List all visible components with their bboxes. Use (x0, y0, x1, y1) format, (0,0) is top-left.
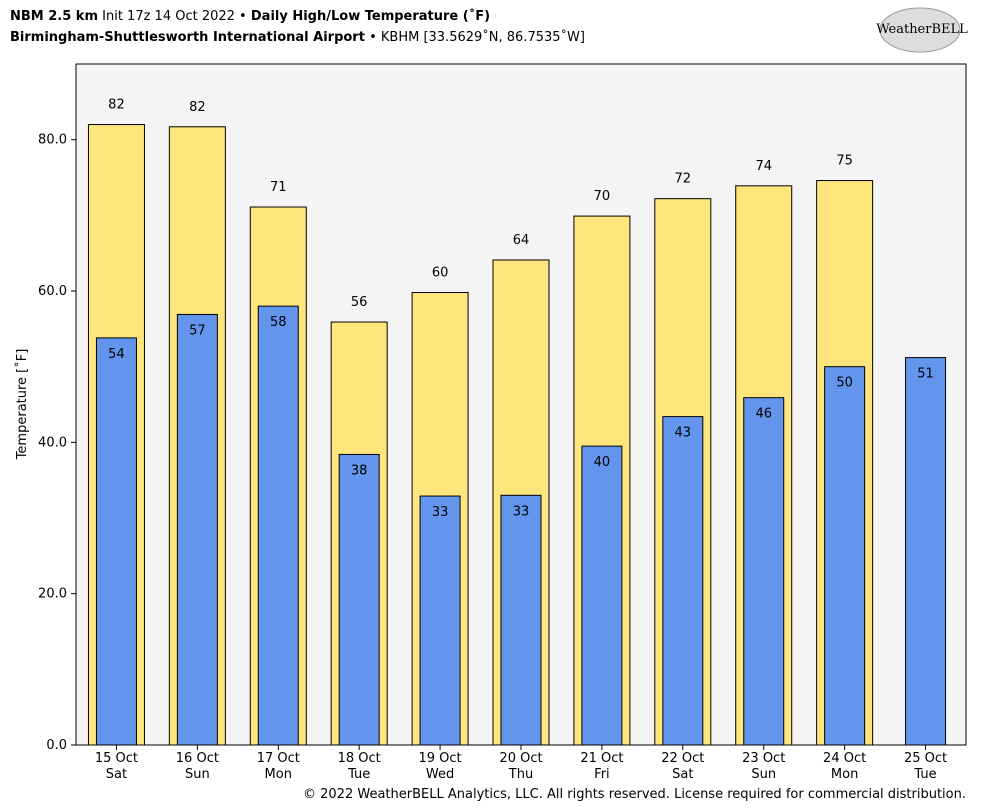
y-tick-label: 60.0 (38, 284, 67, 299)
x-tick-sublabel: Fri (594, 767, 610, 782)
y-tick-label: 80.0 (38, 133, 67, 148)
value-label: 71 (270, 180, 287, 195)
low-bar (500, 494, 542, 746)
x-tick-label: 17 Oct (257, 751, 300, 766)
value-label: 82 (189, 100, 206, 115)
value-label: 50 (836, 376, 853, 391)
value-label: 58 (270, 315, 287, 330)
x-tick-sublabel: Thu (508, 767, 533, 782)
value-label: 57 (189, 323, 206, 338)
value-label: 82 (108, 98, 125, 113)
model: NBM 2.5 km (10, 9, 98, 24)
x-tick-label: 16 Oct (176, 751, 219, 766)
station-info: • KBHM [33.5629˚N, 86.7535˚W] (369, 29, 585, 45)
logo: WeatherBELL (876, 22, 968, 37)
low-bar (824, 366, 866, 746)
x-tick-sublabel: Tue (347, 767, 370, 782)
low-bar (905, 357, 947, 746)
x-tick-label: 21 Oct (580, 751, 623, 766)
value-label: 72 (675, 172, 692, 187)
logo-icon (879, 7, 961, 53)
copyright: © 2022 WeatherBELL Analytics, LLC. All r… (303, 787, 966, 802)
x-tick-label: 18 Oct (338, 751, 381, 766)
low-bar (95, 337, 137, 746)
value-label: 43 (675, 426, 692, 441)
y-tick-label: 20.0 (38, 587, 67, 602)
y-tick-label: 0.0 (46, 738, 67, 753)
low-bar (338, 453, 380, 746)
x-tick-label: 20 Oct (499, 751, 542, 766)
x-tick-label: 24 Oct (823, 751, 866, 766)
x-tick-sublabel: Sat (672, 767, 693, 782)
x-tick-label: 23 Oct (742, 751, 785, 766)
x-tick-label: 22 Oct (661, 751, 704, 766)
x-tick-sublabel: Mon (831, 767, 858, 782)
low-bar (176, 313, 218, 746)
value-label: 38 (351, 463, 368, 478)
init: Init 17z 14 Oct 2022 • (102, 9, 247, 24)
low-bar (581, 445, 623, 746)
x-tick-sublabel: Sat (106, 767, 127, 782)
station: Birmingham-Shuttlesworth International A… (10, 30, 365, 45)
x-tick-sublabel: Mon (265, 767, 292, 782)
low-bar (257, 305, 299, 746)
low-bar (662, 416, 704, 746)
low-bar (743, 397, 785, 746)
y-axis-label: Temperature [˚F] (14, 349, 30, 461)
value-label: 46 (755, 407, 772, 422)
x-tick-label: 19 Oct (419, 751, 462, 766)
low-bar (419, 495, 461, 746)
x-tick-label: 25 Oct (904, 751, 947, 766)
value-label: 56 (351, 295, 368, 310)
chart-title: Daily High/Low Temperature (˚F) (251, 8, 490, 24)
value-label: 33 (513, 504, 530, 519)
x-tick-sublabel: Sun (185, 767, 210, 782)
value-label: 74 (755, 159, 772, 174)
x-tick-sublabel: Tue (913, 767, 936, 782)
value-label: 70 (594, 189, 611, 204)
value-label: 75 (836, 154, 853, 169)
x-tick-sublabel: Wed (426, 767, 454, 782)
value-label: 51 (917, 367, 934, 382)
x-tick-label: 15 Oct (95, 751, 138, 766)
value-label: 54 (108, 347, 125, 362)
title-line: NBM 2.5 km Init 17z 14 Oct 2022 • Daily … (10, 8, 490, 24)
value-label: 40 (594, 455, 611, 470)
value-label: 64 (513, 233, 530, 248)
value-label: 33 (432, 505, 449, 520)
value-label: 60 (432, 266, 449, 281)
station-line: Birmingham-Shuttlesworth International A… (10, 29, 585, 45)
y-tick-label: 40.0 (38, 435, 67, 450)
x-tick-sublabel: Sun (751, 767, 776, 782)
